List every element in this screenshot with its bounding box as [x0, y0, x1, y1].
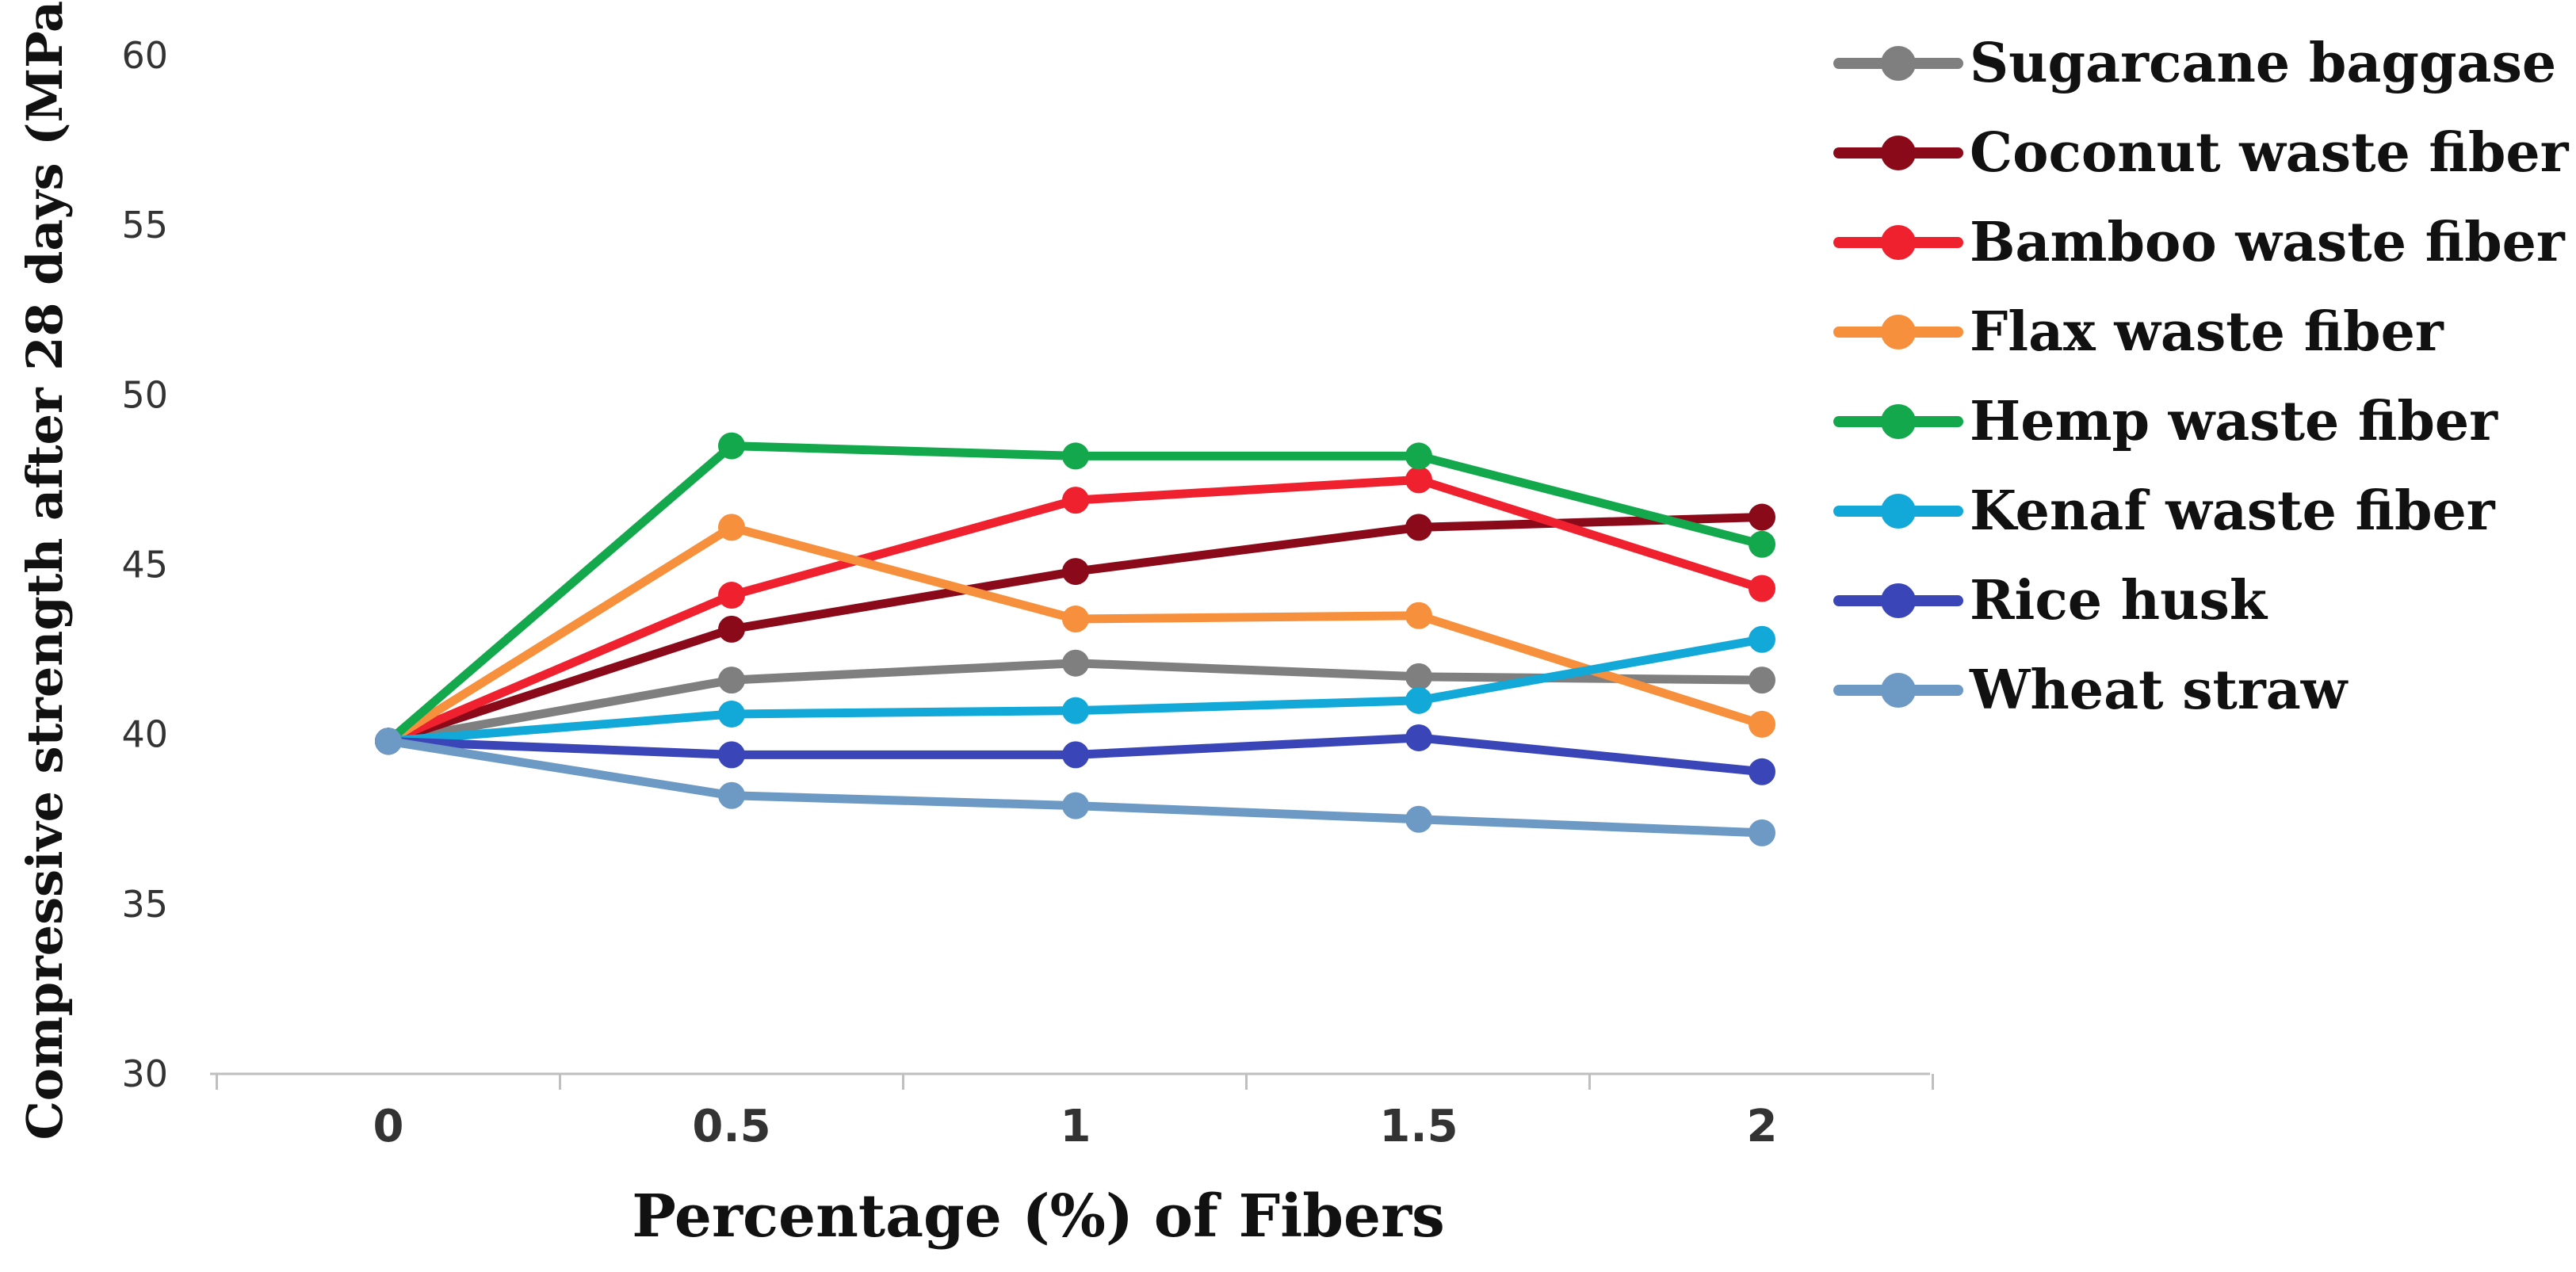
x-tick-label: 1.5	[1379, 1101, 1458, 1152]
series-wheat-straw	[375, 728, 1775, 846]
x-tick-label: 2	[1747, 1101, 1778, 1152]
data-point	[1405, 663, 1432, 690]
x-axis	[210, 1072, 1934, 1090]
data-point	[1405, 686, 1432, 714]
x-axis-title: Percentage (%) of Fibers	[632, 1182, 1445, 1251]
data-point	[1405, 442, 1432, 470]
series-layer	[375, 432, 1775, 846]
legend-label: Bamboo waste fiber	[1970, 211, 2566, 274]
data-point	[718, 615, 745, 643]
legend-item: Hemp waste fiber	[1833, 390, 2498, 453]
data-point	[1405, 466, 1432, 494]
series-bamboo-waste-fiber	[375, 466, 1775, 755]
x-axis-ticks: 0 0.5 1 1.5 2	[373, 1101, 1778, 1152]
legend-swatch-marker	[1881, 46, 1916, 81]
data-point	[1062, 697, 1089, 724]
legend-swatch-marker	[1881, 583, 1916, 618]
y-axis-title: Compressive strength after 28 days (MPa)	[16, 0, 74, 1140]
y-tick-label: 30	[121, 1052, 168, 1095]
data-point	[1749, 819, 1775, 846]
legend-label: Kenaf waste fiber	[1970, 479, 2496, 543]
legend: Sugarcane baggase Coconut waste fiber Bamb…	[1833, 32, 2570, 722]
y-tick-label: 35	[121, 883, 168, 926]
data-point	[718, 700, 745, 728]
data-point	[1062, 558, 1089, 586]
y-tick-label: 45	[121, 544, 168, 586]
x-tick-label: 0	[373, 1101, 404, 1152]
data-point	[1062, 792, 1089, 819]
data-point	[718, 741, 745, 769]
x-tick-label: 1	[1061, 1101, 1091, 1152]
y-axis-ticks: 30 35 40 45 50 55 60	[121, 34, 168, 1095]
legend-item: Rice husk	[1833, 569, 2268, 632]
data-point	[718, 514, 745, 541]
data-point	[1405, 514, 1432, 541]
data-point	[1062, 605, 1089, 633]
x-tick-label: 0.5	[692, 1101, 770, 1152]
legend-label: Hemp waste fiber	[1970, 390, 2498, 453]
legend-swatch-marker	[1881, 404, 1916, 439]
legend-label: Rice husk	[1970, 569, 2268, 632]
data-point	[1405, 805, 1432, 833]
series-rice-husk	[375, 724, 1775, 785]
legend-item: Bamboo waste fiber	[1833, 211, 2566, 274]
data-point	[718, 582, 745, 609]
data-point	[1405, 724, 1432, 751]
y-tick-label: 55	[121, 204, 168, 246]
legend-swatch-marker	[1881, 315, 1916, 350]
legend-swatch-marker	[1881, 494, 1916, 529]
y-tick-label: 50	[121, 373, 168, 416]
legend-label: Coconut waste fiber	[1970, 121, 2570, 185]
legend-label: Flax waste fiber	[1970, 300, 2444, 364]
data-point	[718, 781, 745, 809]
data-point	[1749, 575, 1775, 602]
legend-label: Wheat straw	[1969, 659, 2349, 722]
legend-swatch-marker	[1881, 673, 1916, 708]
legend-label: Sugarcane baggase	[1970, 32, 2556, 95]
data-point	[1749, 530, 1775, 558]
data-point	[375, 728, 402, 755]
legend-item: Flax waste fiber	[1833, 300, 2444, 364]
data-point	[1062, 741, 1089, 769]
data-point	[1062, 442, 1089, 470]
data-point	[1749, 710, 1775, 738]
series-kenaf-waste-fiber	[375, 625, 1775, 755]
data-point	[1749, 503, 1775, 531]
y-tick-label: 40	[121, 713, 168, 756]
data-point	[1405, 602, 1432, 629]
data-point	[718, 432, 745, 460]
data-point	[718, 667, 745, 694]
legend-swatch-marker	[1881, 225, 1916, 260]
legend-swatch-marker	[1881, 136, 1916, 170]
data-point	[1749, 625, 1775, 653]
legend-item: Kenaf waste fiber	[1833, 479, 2496, 543]
data-point	[1062, 487, 1089, 514]
data-point	[1749, 667, 1775, 694]
y-tick-label: 60	[121, 34, 168, 77]
legend-item: Coconut waste fiber	[1833, 121, 2570, 185]
data-point	[1062, 649, 1089, 677]
legend-item: Sugarcane baggase	[1833, 32, 2556, 95]
legend-item: Wheat straw	[1833, 659, 2349, 722]
data-point	[1749, 758, 1775, 785]
